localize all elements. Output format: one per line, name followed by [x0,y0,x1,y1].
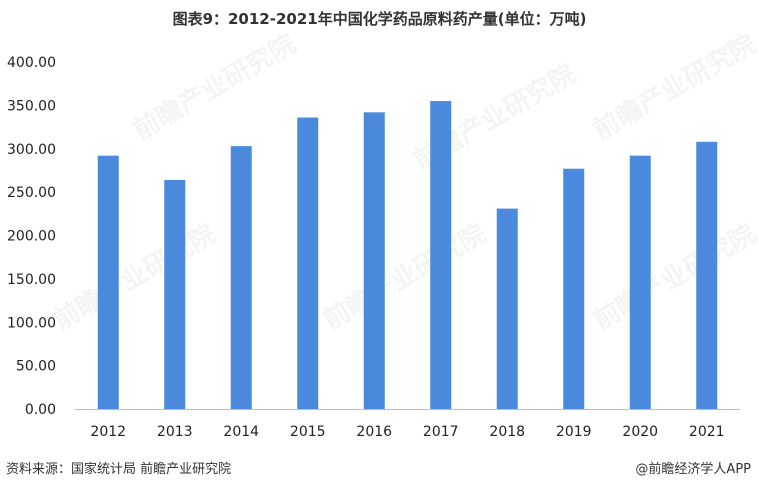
x-tick-label: 2021 [689,424,725,440]
x-tick-label: 2017 [423,424,459,440]
bar-2019 [563,168,585,409]
x-tick-label: 2019 [556,424,592,440]
bar-2014 [230,146,252,409]
chart-title: 图表9：2012-2021年中国化学药品原料药产量(单位：万吨) [172,10,587,28]
y-axis: 0.00 50.00 100.00 150.00 200.00 250.00 300.00 3… [7,55,56,418]
watermark-text: 前瞻产业研究院 [318,218,491,336]
y-tick-label: 250.00 [7,185,56,201]
x-axis: 2012 2013 2014 2015 2016 2017 2018 2019 2020 2021 [75,409,740,440]
bar-2020 [629,155,651,409]
x-tick-label: 2015 [290,424,326,440]
source-note: 资料来源：国家统计局 前瞻产业研究院 [6,462,232,477]
bar-2012 [97,155,119,409]
x-tick-label: 2014 [223,424,259,440]
y-tick-label: 50.00 [16,359,56,375]
y-tick-label: 0.00 [25,402,56,418]
bar-2013 [164,179,186,409]
y-tick-label: 300.00 [7,142,56,158]
y-tick-label: 350.00 [7,98,56,114]
y-tick-label: 150.00 [7,272,56,288]
watermark-text: 前瞻产业研究院 [48,218,221,336]
bar-2016 [363,112,385,409]
y-tick-label: 200.00 [7,229,56,245]
x-tick-label: 2012 [90,424,126,440]
bar-2017 [430,101,452,409]
x-tick-label: 2018 [489,424,525,440]
watermark-text: 前瞻产业研究院 [588,218,759,336]
bar-2015 [297,117,319,410]
credit-note: @前瞻经济学人APP [635,462,751,477]
x-tick-label: 2016 [356,424,392,440]
x-tick-label: 2013 [157,424,193,440]
y-tick-label: 400.00 [7,55,56,71]
watermark-text: 前瞻产业研究院 [588,28,759,146]
bars [97,101,718,410]
watermark-text: 前瞻产业研究院 [128,28,301,146]
x-tick-label: 2020 [622,424,658,440]
y-tick-label: 100.00 [7,315,56,331]
bar-2021 [696,141,718,409]
bar-2018 [496,208,518,409]
